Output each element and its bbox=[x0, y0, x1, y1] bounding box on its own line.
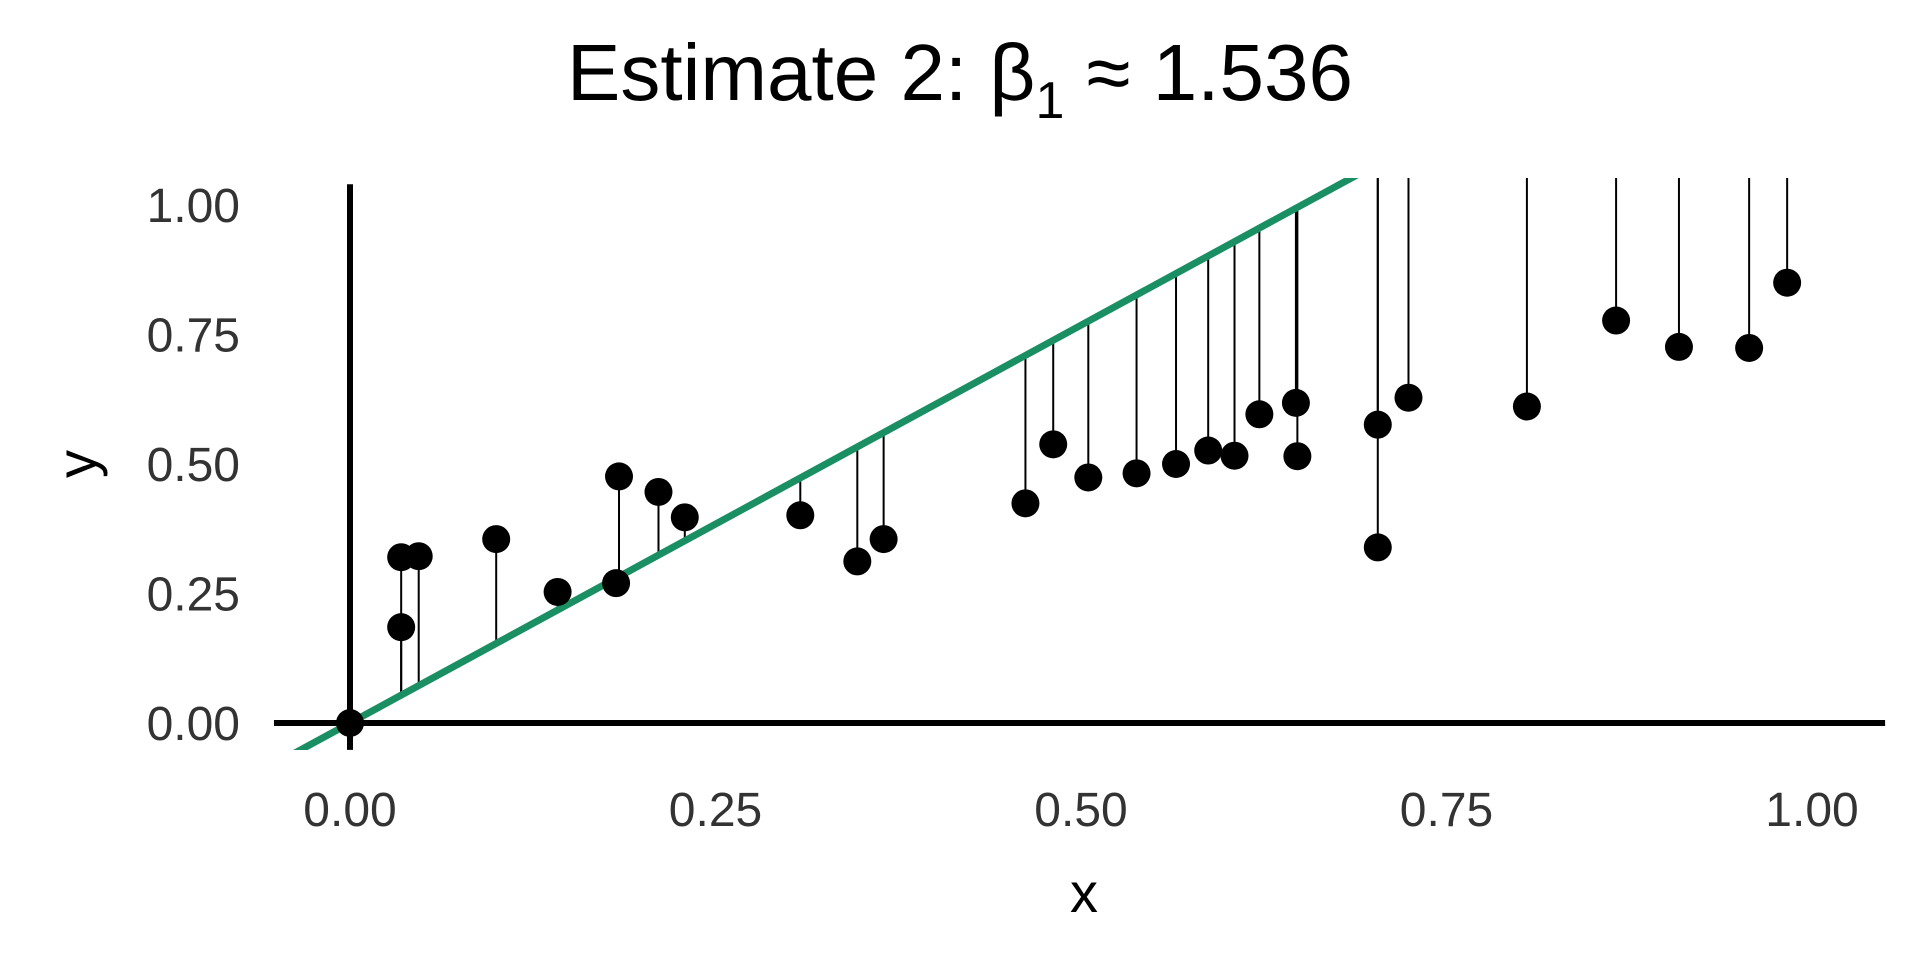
axes bbox=[273, 184, 1886, 750]
data-point bbox=[605, 462, 634, 491]
chart-title-main: Estimate 2: β bbox=[567, 28, 1035, 117]
data-point bbox=[786, 501, 815, 530]
data-point bbox=[1074, 463, 1103, 492]
data-point bbox=[1363, 410, 1392, 439]
data-point bbox=[1735, 333, 1764, 362]
data-point bbox=[1122, 459, 1151, 488]
data-point bbox=[1011, 489, 1040, 518]
x-tick-label: 0.00 bbox=[303, 784, 396, 837]
data-point bbox=[1194, 436, 1223, 465]
x-tick-label: 0.50 bbox=[1034, 784, 1127, 837]
data-point bbox=[1602, 306, 1631, 335]
data-point bbox=[482, 525, 511, 554]
x-axis-label: x bbox=[1070, 861, 1098, 924]
chart-title-subscript: 1 bbox=[1035, 72, 1064, 130]
data-point bbox=[404, 542, 433, 571]
data-point bbox=[1363, 533, 1392, 562]
data-point bbox=[1245, 400, 1274, 429]
x-tick-label: 1.00 bbox=[1765, 784, 1858, 837]
data-point bbox=[1220, 441, 1249, 470]
data-point bbox=[387, 613, 416, 642]
data-point bbox=[543, 577, 572, 606]
data-point bbox=[1664, 332, 1693, 361]
data-point bbox=[1283, 442, 1312, 471]
fit-line-group bbox=[293, 178, 1359, 750]
chart-title-tail: ≈ 1.536 bbox=[1064, 28, 1353, 117]
data-point bbox=[869, 525, 898, 554]
data-point bbox=[843, 547, 872, 576]
y-axis-label: y bbox=[45, 450, 108, 478]
y-tick-label: 0.50 bbox=[147, 439, 240, 492]
data-point bbox=[670, 503, 699, 532]
y-tick-label: 0.25 bbox=[147, 569, 240, 622]
y-tick-label: 0.75 bbox=[147, 310, 240, 363]
data-point bbox=[1394, 383, 1423, 412]
x-tick-label: 0.25 bbox=[669, 784, 762, 837]
data-points bbox=[336, 268, 1802, 737]
data-point bbox=[602, 569, 631, 598]
chart-title: Estimate 2: β1 ≈ 1.536 bbox=[567, 28, 1353, 130]
y-tick-label: 0.00 bbox=[147, 698, 240, 751]
x-tick-label: 0.75 bbox=[1400, 784, 1493, 837]
data-point bbox=[336, 709, 364, 737]
data-point bbox=[644, 477, 673, 506]
residual-lines bbox=[400, 178, 1789, 696]
tick-labels: 0.00 0.25 0.50 0.75 1.00 0.00 0.25 0.50 0.75 1.00 bbox=[147, 180, 1859, 837]
data-point bbox=[1512, 392, 1541, 421]
data-point bbox=[1281, 388, 1310, 417]
data-point bbox=[1039, 430, 1068, 459]
data-point bbox=[1162, 450, 1191, 478]
data-point bbox=[1773, 268, 1802, 297]
fit-line bbox=[293, 178, 1359, 750]
y-tick-label: 1.00 bbox=[147, 180, 240, 233]
